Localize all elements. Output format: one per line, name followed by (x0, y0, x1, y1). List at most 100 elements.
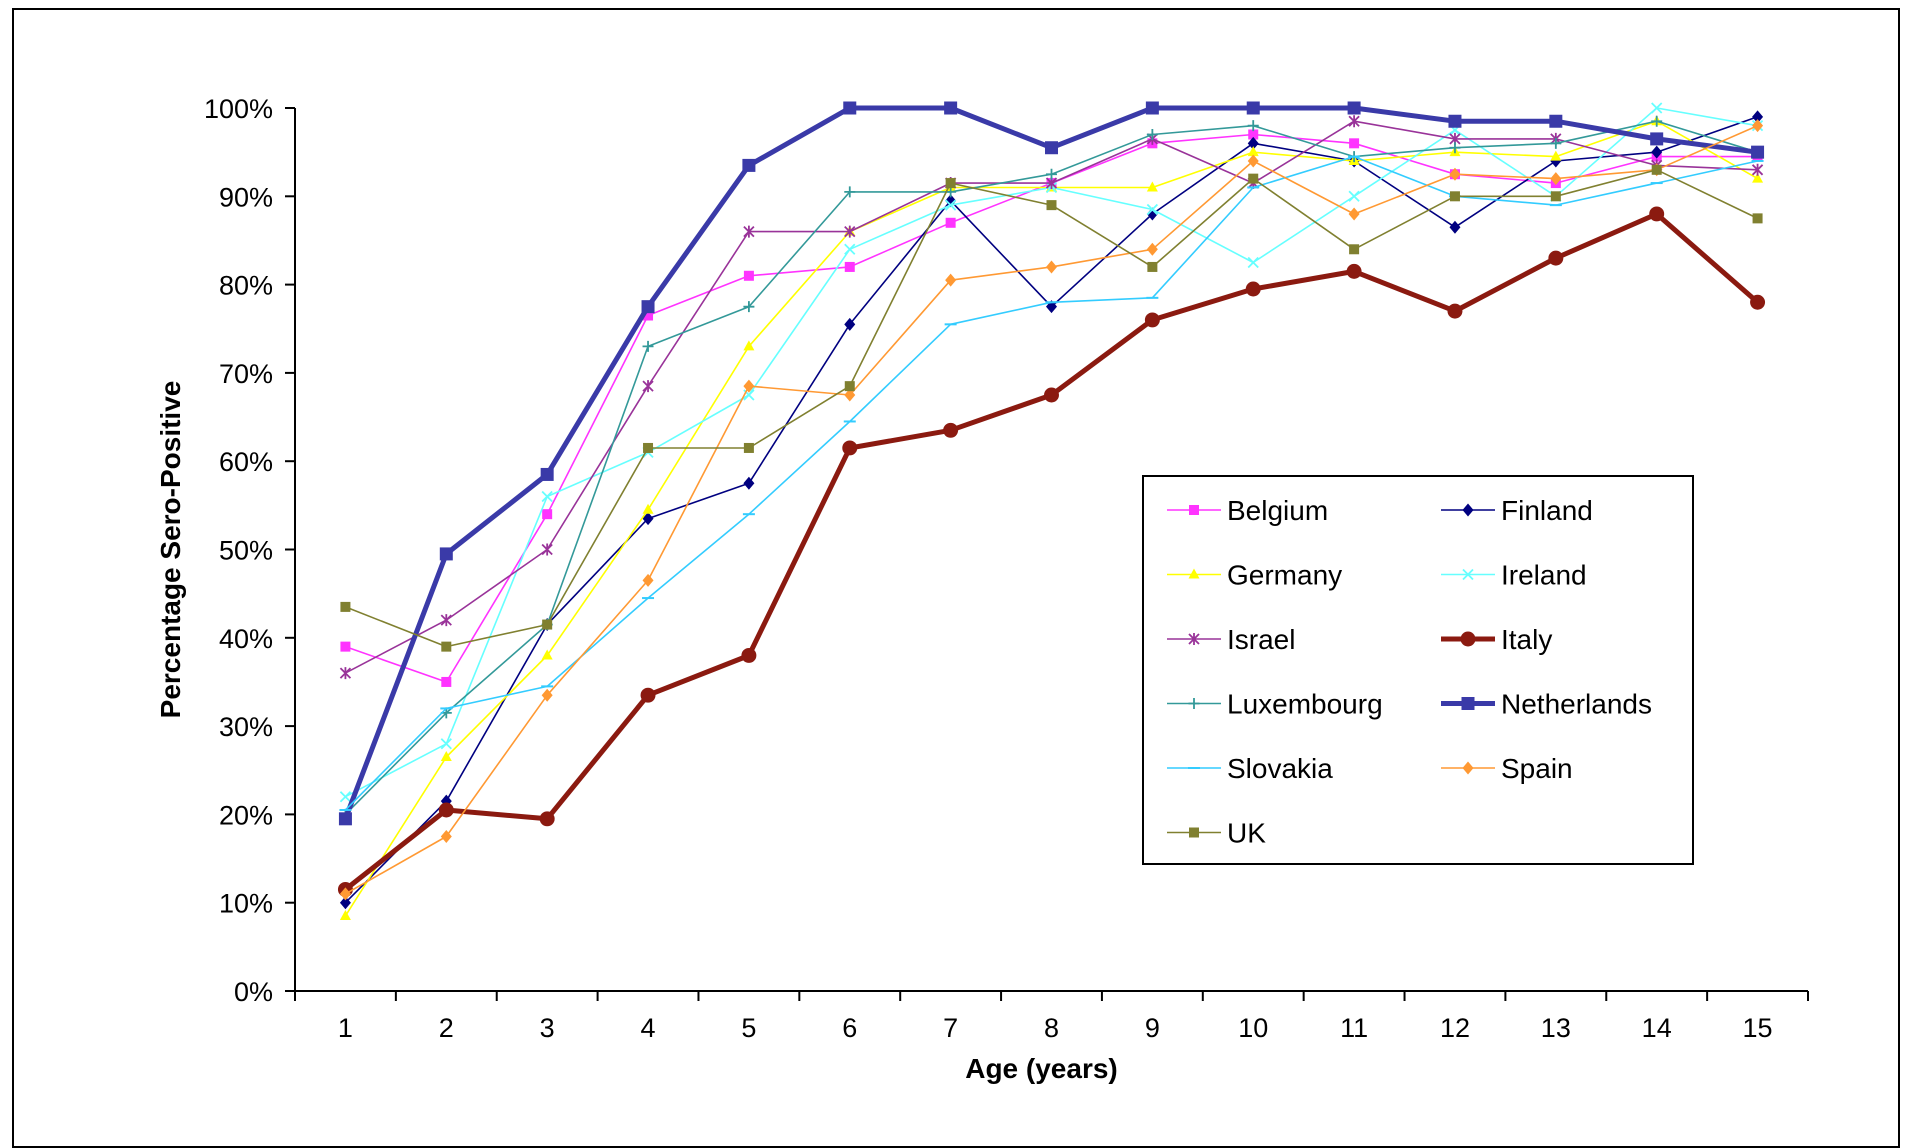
data-point-italy (640, 687, 656, 703)
data-point-spain (844, 388, 856, 402)
data-point-spain (339, 887, 351, 901)
data-point-luxembourg (1046, 168, 1057, 180)
y-tick-label: 50% (219, 536, 273, 566)
data-point-germany (541, 649, 553, 660)
y-tick-label: 30% (219, 712, 273, 742)
data-point-israel (743, 225, 755, 238)
data-point-netherlands (1549, 114, 1563, 128)
data-point-ireland (1651, 102, 1663, 114)
data-point-netherlands (1448, 114, 1462, 128)
data-point-italy (1346, 263, 1362, 279)
data-point-ireland (844, 243, 856, 255)
data-point-netherlands (540, 467, 554, 481)
data-point-spain (1146, 242, 1158, 256)
legend-label: Italy (1501, 624, 1552, 655)
data-point-netherlands (1246, 101, 1260, 115)
legend-box (1142, 475, 1694, 865)
data-point-netherlands (1650, 132, 1664, 146)
data-point-ireland (541, 490, 553, 503)
y-tick-label: 80% (219, 271, 273, 301)
data-point-belgium (844, 261, 855, 272)
data-point-israel (1348, 115, 1360, 128)
y-axis-title: Percentage Sero-Positive (155, 381, 186, 719)
x-tick-label: 10 (1238, 1013, 1268, 1043)
data-point-germany (1247, 146, 1259, 157)
data-point-germany (1550, 150, 1562, 161)
data-point-spain (1348, 207, 1360, 221)
x-tick-label: 7 (943, 1013, 958, 1043)
data-point-uk (1752, 213, 1763, 224)
legend-swatch-marker (1189, 505, 1199, 515)
data-point-germany (339, 909, 351, 920)
legend-label: Belgium (1227, 495, 1328, 526)
axes: 0%10%20%30%40%50%60%70%80%90%100%1 2 3 4 5 6 7… (204, 94, 1809, 1043)
data-point-finland (1247, 136, 1259, 150)
data-point-netherlands (641, 300, 655, 314)
data-point-netherlands (439, 547, 453, 561)
legend-swatch-marker (1460, 631, 1476, 647)
data-point-italy (438, 802, 454, 818)
y-tick-label: 70% (219, 359, 273, 389)
data-point-israel (1751, 163, 1764, 176)
x-axis-title: Age (years) (965, 1053, 1118, 1084)
legend-label: UK (1227, 818, 1266, 849)
data-point-israel (440, 614, 452, 627)
data-point-luxembourg (1247, 120, 1259, 132)
data-point-finland (1449, 220, 1461, 234)
data-point-spain (440, 829, 452, 843)
data-point-uk (945, 178, 956, 189)
y-tick-label: 90% (219, 182, 273, 212)
x-tick-label: 11 (1340, 1013, 1368, 1043)
data-point-israel (339, 667, 352, 680)
y-tick-label: 20% (219, 800, 273, 830)
data-point-italy (539, 811, 555, 827)
data-point-netherlands (843, 101, 857, 115)
data-point-luxembourg (844, 186, 856, 198)
data-point-netherlands (742, 158, 756, 172)
data-point-italy (741, 647, 757, 663)
x-tick-label: 4 (641, 1013, 656, 1043)
legend-swatch-marker (1462, 503, 1474, 517)
data-point-finland (743, 476, 755, 490)
data-point-belgium (643, 310, 654, 321)
data-point-germany (1146, 181, 1158, 192)
data-point-belgium (441, 676, 452, 687)
data-point-italy (1649, 206, 1665, 222)
data-point-spain (743, 379, 755, 393)
data-point-belgium (542, 509, 553, 520)
x-tick-label: 6 (842, 1013, 857, 1043)
data-point-netherlands (944, 101, 958, 115)
data-point-germany (642, 503, 654, 514)
data-point-ireland (1348, 190, 1360, 202)
x-tick-label: 8 (1044, 1013, 1059, 1043)
data-point-netherlands (1145, 101, 1159, 115)
data-point-uk (1147, 261, 1158, 272)
data-point-israel (844, 225, 856, 238)
series-italy (337, 206, 1766, 897)
legend-item-finland: Finland (1441, 495, 1593, 526)
series-spain (339, 119, 1764, 901)
data-point-uk (643, 442, 654, 453)
data-point-uk (542, 619, 553, 630)
legend-label: Luxembourg (1227, 689, 1383, 720)
data-point-luxembourg (1146, 128, 1158, 140)
data-point-uk (1349, 244, 1360, 255)
data-point-uk (844, 381, 855, 392)
legend-label: Germany (1227, 560, 1342, 591)
series-layer (337, 101, 1766, 920)
data-point-spain (1550, 172, 1562, 186)
legend: Belgium Finland Germany Ireland Israel Italy L… (1142, 475, 1694, 865)
data-point-spain (945, 273, 957, 287)
legend-swatch-marker (1188, 698, 1200, 709)
legend-swatch-marker (1188, 633, 1200, 645)
data-point-finland (844, 317, 856, 331)
data-point-spain (642, 573, 654, 587)
data-point-belgium (743, 270, 754, 281)
data-point-finland (642, 512, 654, 526)
data-point-luxembourg (743, 301, 755, 313)
data-point-italy (1548, 250, 1564, 266)
data-point-netherlands (1045, 141, 1058, 155)
legend-label: Spain (1501, 753, 1573, 784)
data-point-uk (340, 601, 351, 612)
legend-item-ireland: Ireland (1441, 560, 1587, 591)
